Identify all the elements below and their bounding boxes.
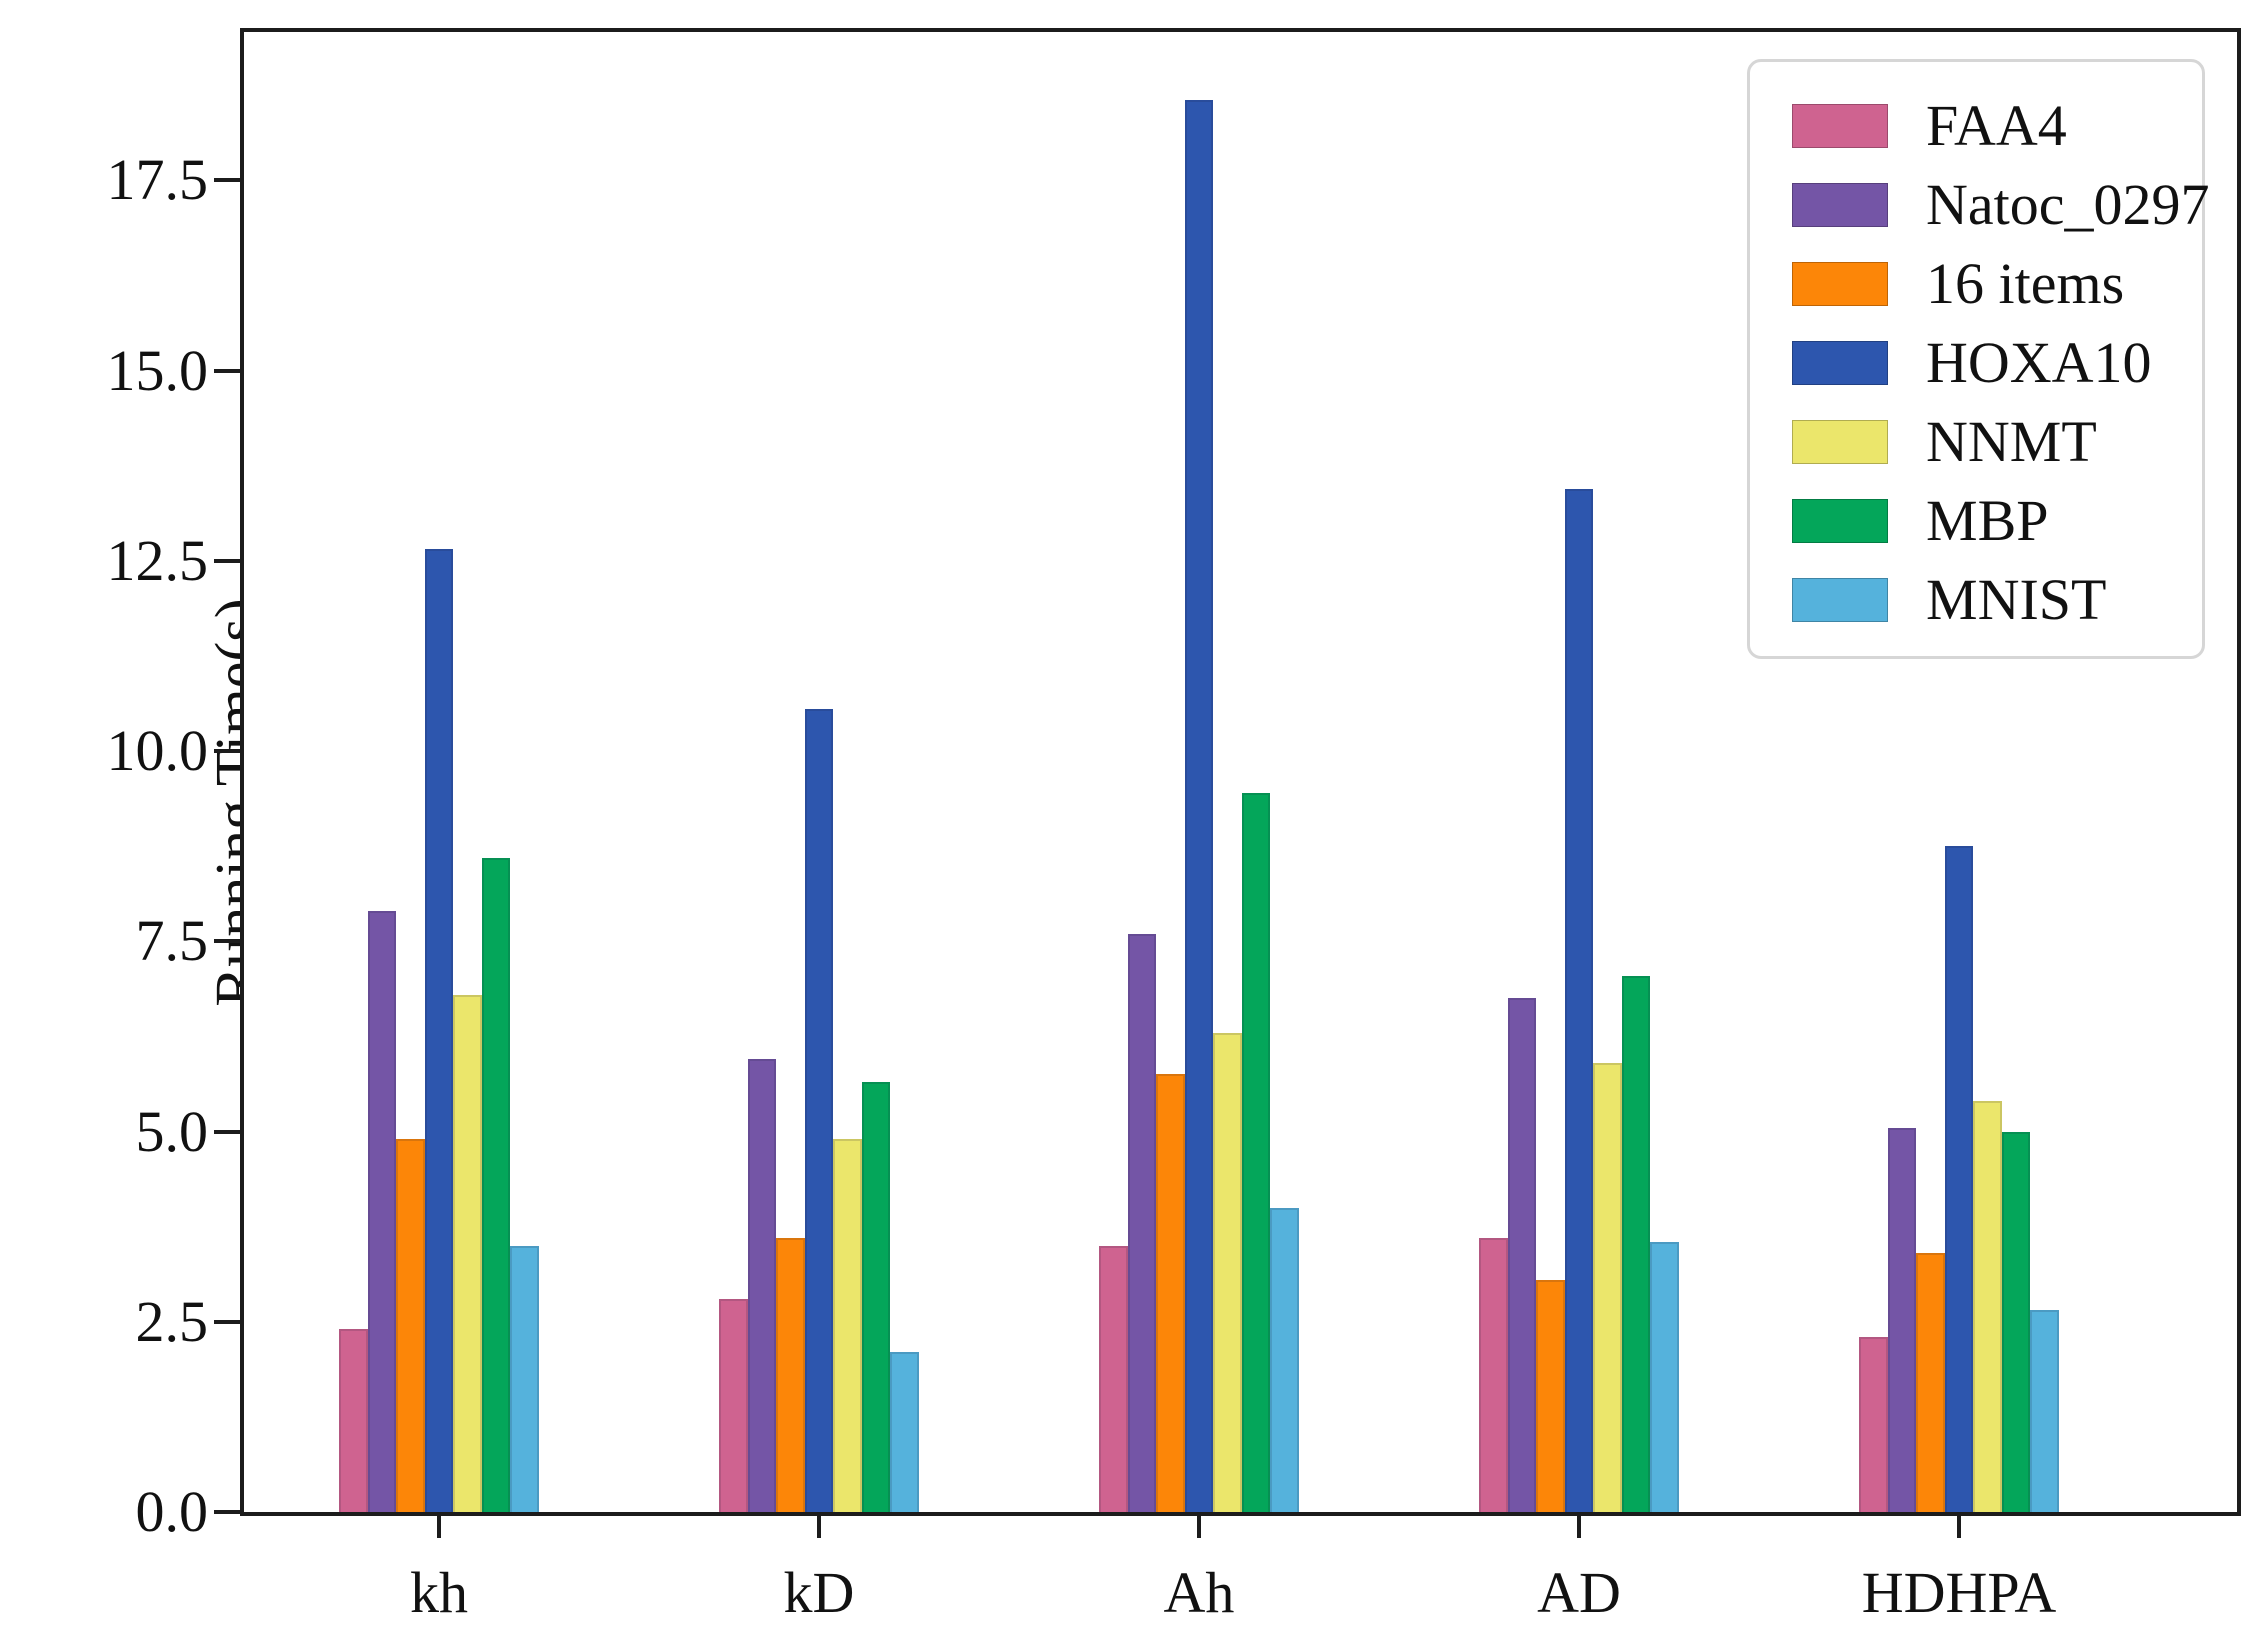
- legend-swatch-icon: [1792, 182, 1888, 227]
- legend-swatch-icon: [1792, 103, 1888, 148]
- y-tick-mark: [214, 749, 240, 754]
- bar-natoc_0297-kh: [367, 910, 397, 1512]
- legend-swatch-icon: [1792, 419, 1888, 464]
- y-tick-mark: [214, 1129, 240, 1134]
- x-tick-label-HDHPA: HDHPA: [1861, 1560, 2057, 1625]
- bar-16-items-HDHPA: [1916, 1253, 1945, 1512]
- y-tick-label: 7.5: [135, 908, 209, 974]
- legend-label: Natoc_0297: [1926, 171, 2210, 237]
- x-tick-label-kh: kh: [410, 1560, 468, 1625]
- bar-mbp-HDHPA: [2001, 1131, 2031, 1512]
- bar-natoc_0297-AD: [1507, 998, 1537, 1512]
- bar-16-items-Ah: [1156, 1074, 1185, 1512]
- x-tick-label-Ah: Ah: [1163, 1560, 1235, 1625]
- legend-item-faa4: FAA4: [1792, 86, 2202, 165]
- bar-faa4-kD: [719, 1298, 748, 1512]
- bar-faa4-HDHPA: [1859, 1337, 1888, 1512]
- bar-hoxa10-HDHPA: [1944, 846, 1974, 1512]
- legend-label: MNIST: [1926, 566, 2107, 632]
- y-tick-mark: [214, 558, 240, 563]
- bar-mbp-kh: [481, 857, 511, 1512]
- bar-mnist-HDHPA: [2030, 1310, 2059, 1512]
- bar-nnmt-kD: [833, 1139, 862, 1512]
- bar-mbp-kD: [861, 1082, 891, 1512]
- bar-natoc_0297-kD: [747, 1059, 777, 1512]
- bar-hoxa10-kh: [424, 549, 454, 1512]
- y-tick-label: 17.5: [106, 147, 209, 213]
- bar-mnist-kD: [890, 1352, 919, 1512]
- y-tick-label: 5.0: [135, 1098, 209, 1164]
- bar-natoc_0297-Ah: [1127, 933, 1157, 1512]
- legend-swatch-icon: [1792, 498, 1888, 543]
- legend-swatch-icon: [1792, 261, 1888, 306]
- y-tick-mark: [214, 1319, 240, 1324]
- legend-label: HOXA10: [1926, 329, 2152, 395]
- legend-item-nnmt: NNMT: [1792, 402, 2202, 481]
- bar-mnist-kh: [510, 1245, 539, 1512]
- legend-item-16-items: 16 items: [1792, 244, 2202, 323]
- bar-faa4-AD: [1479, 1238, 1508, 1512]
- legend-label: NNMT: [1926, 408, 2097, 474]
- x-tick-label-AD: AD: [1537, 1560, 1621, 1625]
- bar-hoxa10-Ah: [1184, 100, 1214, 1512]
- y-tick-mark: [214, 178, 240, 183]
- bar-faa4-Ah: [1099, 1245, 1128, 1512]
- bar-mbp-Ah: [1241, 792, 1271, 1512]
- bar-16-items-AD: [1536, 1279, 1565, 1512]
- bar-nnmt-Ah: [1213, 1032, 1242, 1512]
- bar-nnmt-kh: [453, 994, 482, 1512]
- y-tick-mark: [214, 1510, 240, 1514]
- y-tick-mark: [214, 939, 240, 944]
- legend-label: MBP: [1926, 487, 2049, 553]
- legend-item-natoc_0297: Natoc_0297: [1792, 165, 2210, 244]
- legend-item-mnist: MNIST: [1792, 560, 2202, 639]
- y-tick-mark: [214, 368, 240, 373]
- x-tick-mark: [1577, 1516, 1581, 1538]
- bar-mnist-Ah: [1270, 1207, 1299, 1512]
- y-tick-label: 15.0: [106, 337, 209, 403]
- legend-swatch-icon: [1792, 577, 1888, 622]
- bar-mbp-AD: [1621, 975, 1651, 1512]
- x-tick-mark: [817, 1516, 821, 1538]
- x-tick-mark: [1197, 1516, 1201, 1538]
- plot-area: 0.0 2.5 5.0 7.5 10.0 12.5 15.0 17.5 kh kD Ah AD HDH…: [107, 28, 2241, 1622]
- y-tick-label: 10.0: [106, 718, 209, 784]
- legend: FAA4 Natoc_0297 16 items HOXA10 NNMT MBP MNIST: [1747, 59, 2210, 659]
- bar-nnmt-HDHPA: [1973, 1101, 2002, 1512]
- bar-16-items-kD: [776, 1238, 805, 1512]
- y-tick-label: 0.0: [135, 1479, 209, 1544]
- y-tick-label: 2.5: [135, 1288, 209, 1354]
- legend-item-hoxa10: HOXA10: [1792, 323, 2202, 402]
- x-tick-label-kD: kD: [783, 1560, 855, 1625]
- bar-mnist-AD: [1650, 1241, 1679, 1512]
- bar-hoxa10-kD: [804, 709, 834, 1512]
- legend-label: 16 items: [1926, 250, 2125, 316]
- legend-label: FAA4: [1926, 92, 2067, 158]
- x-tick-mark: [437, 1516, 441, 1538]
- bar-natoc_0297-HDHPA: [1887, 1127, 1917, 1512]
- bar-hoxa10-AD: [1564, 488, 1594, 1512]
- legend-item-mbp: MBP: [1792, 481, 2202, 560]
- x-tick-mark: [1957, 1516, 1961, 1538]
- bar-faa4-kh: [339, 1329, 368, 1512]
- legend-swatch-icon: [1792, 340, 1888, 385]
- y-tick-label: 12.5: [106, 527, 209, 593]
- bar-16-items-kh: [396, 1139, 425, 1512]
- bar-nnmt-AD: [1593, 1063, 1622, 1512]
